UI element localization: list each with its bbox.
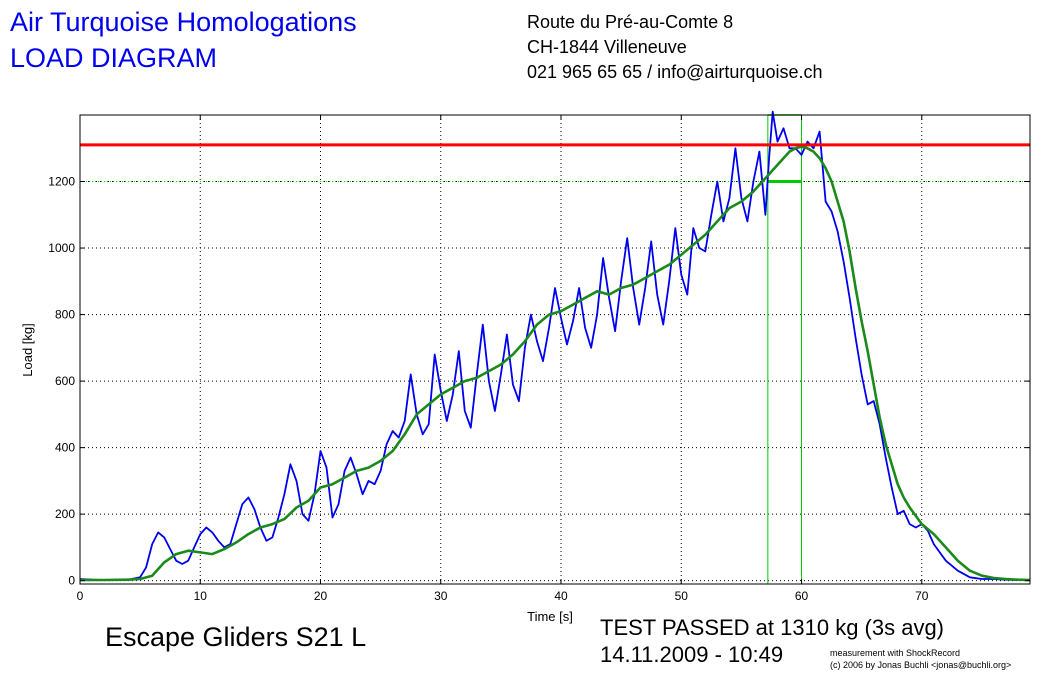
series-line-avg	[80, 145, 1031, 582]
x-tick-label: 10	[194, 589, 208, 603]
x-tick-label: 40	[554, 589, 568, 603]
test-result: TEST PASSED at 1310 kg (3s avg)	[600, 615, 945, 640]
plot-area	[80, 115, 1030, 584]
page-subtitle: LOAD DIAGRAM	[10, 43, 218, 73]
y-tick-label: 1200	[48, 175, 75, 189]
y-tick-label: 800	[55, 308, 75, 322]
y-axis-label: Load [kg]	[20, 323, 35, 377]
address-city: CH-1844 Villeneuve	[527, 37, 687, 57]
x-tick-label: 0	[77, 589, 84, 603]
x-tick-label: 70	[915, 589, 929, 603]
plot-frame	[79, 114, 1031, 585]
address-contact: 021 965 65 65 / info@airturquoise.ch	[527, 62, 823, 82]
address-street: Route du Pré-au-Comte 8	[527, 12, 734, 32]
x-axis-label: Time [s]	[527, 609, 573, 624]
x-tick-label: 20	[314, 589, 328, 603]
y-tick-label: 400	[55, 441, 75, 455]
page-title: Air Turquoise Homologations	[10, 7, 357, 37]
y-tick-label: 200	[55, 507, 75, 521]
y-tick-label: 0	[68, 574, 75, 588]
glider-name: Escape Gliders S21 L	[105, 622, 367, 652]
x-tick-label: 60	[795, 589, 809, 603]
x-tick-label: 50	[675, 589, 689, 603]
x-tick-label: 30	[434, 589, 448, 603]
test-datetime: 14.11.2009 - 10:49	[600, 642, 784, 667]
y-tick-label: 1000	[48, 241, 75, 255]
credit-line-1: measurement with ShockRecord	[830, 648, 961, 658]
series-line-raw	[79, 110, 1030, 581]
credit-line-2: (c) 2006 by Jonas Buchli <jonas@buchli.o…	[830, 660, 1012, 670]
y-tick-label: 600	[55, 374, 75, 388]
